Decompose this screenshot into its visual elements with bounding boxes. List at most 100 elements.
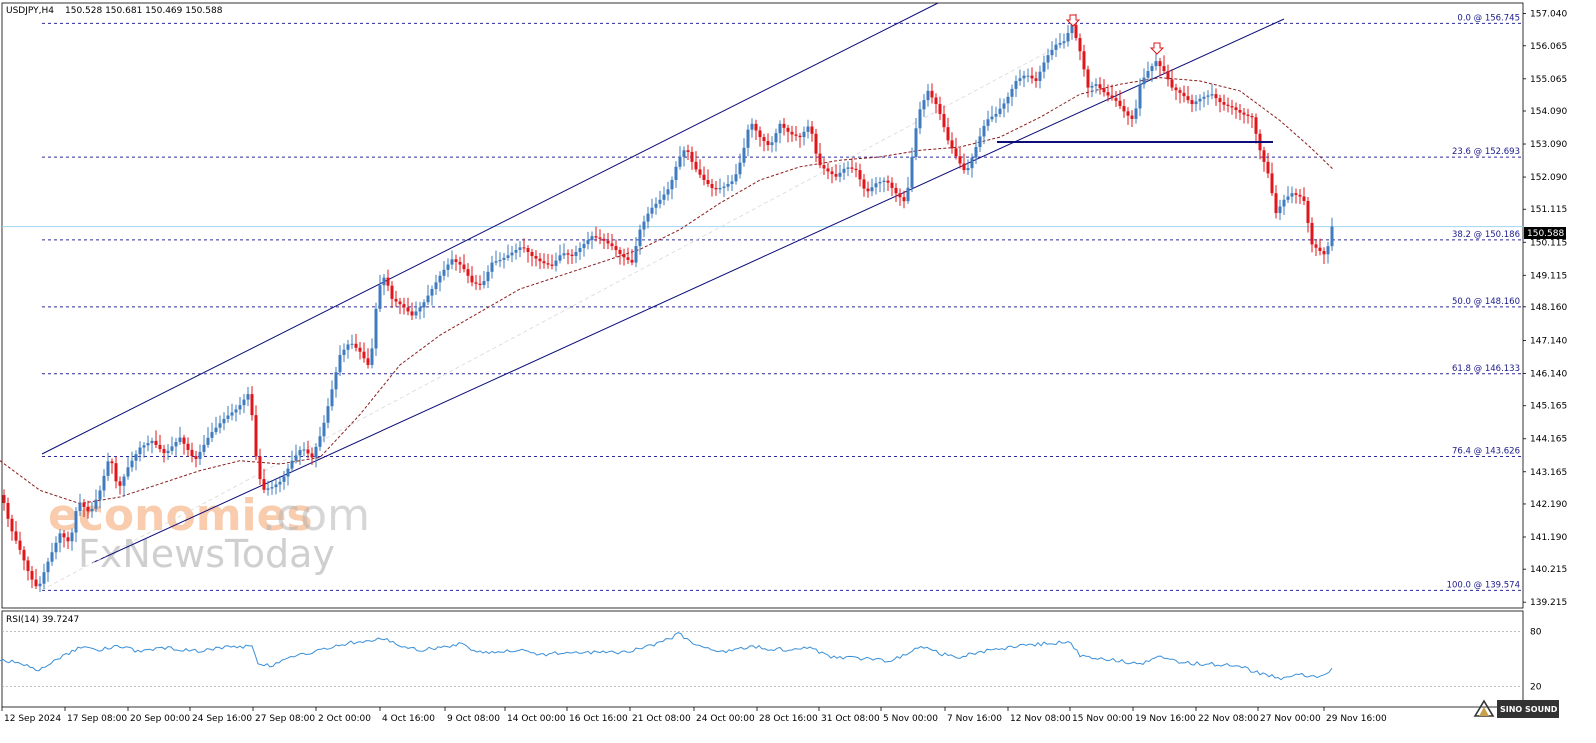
candle-body — [714, 187, 718, 190]
candle — [1162, 55, 1166, 74]
candle-body — [830, 171, 834, 175]
candle-body — [542, 261, 546, 264]
candle-body — [994, 113, 998, 117]
candle-body — [1238, 110, 1242, 113]
candle-body — [562, 253, 566, 256]
candle — [646, 206, 650, 229]
candle-body — [118, 481, 122, 486]
candle-body — [434, 282, 438, 289]
candle — [618, 247, 622, 265]
candle — [6, 497, 10, 528]
candle — [926, 83, 930, 107]
candle-body — [782, 123, 786, 128]
candle-body — [338, 355, 342, 373]
candle-body — [894, 187, 898, 194]
annotations[interactable] — [997, 14, 1273, 143]
rsi-axis-label: 20 — [1530, 683, 1542, 693]
time-axis-label: 7 Nov 16:00 — [947, 714, 1002, 724]
candle — [626, 247, 630, 264]
candle — [422, 299, 426, 319]
channel-upper-line[interactable] — [41, 2, 939, 455]
candle-body — [246, 394, 250, 400]
candle-body — [1226, 104, 1230, 107]
candle-body — [534, 255, 538, 259]
price-axis-label: 146.140 — [1530, 370, 1567, 380]
down-arrow-icon[interactable] — [1149, 42, 1165, 55]
time-axis-label: 12 Nov 08:00 — [1010, 714, 1071, 724]
candle — [882, 177, 886, 193]
candle-body — [522, 247, 526, 249]
candle — [474, 274, 478, 290]
candle-body — [106, 461, 110, 476]
candle — [1166, 64, 1170, 87]
price-axis-label: 156.065 — [1530, 42, 1567, 52]
candle — [166, 443, 170, 460]
candle-body — [410, 311, 414, 316]
candle-body — [50, 552, 54, 562]
candle — [514, 243, 518, 260]
candle-body — [198, 451, 202, 459]
candle-body — [322, 422, 326, 437]
candle — [486, 265, 490, 289]
candle-body — [1298, 194, 1302, 197]
candle-body — [626, 257, 630, 260]
candle — [342, 343, 346, 363]
candle — [710, 179, 714, 197]
candle-body — [1210, 94, 1214, 96]
candle — [946, 117, 950, 145]
candle-body — [982, 125, 986, 137]
candle — [454, 254, 458, 271]
candle — [98, 485, 102, 509]
candle-body — [730, 181, 734, 184]
candle — [578, 242, 582, 260]
candle-body — [518, 247, 522, 251]
candle — [674, 161, 678, 188]
candle-body — [210, 432, 214, 438]
candle — [1142, 68, 1146, 89]
time-axis-label: 14 Oct 00:00 — [507, 714, 566, 724]
candle-body — [114, 463, 118, 482]
candle-body — [366, 358, 370, 365]
candle — [974, 139, 978, 164]
fibonacci-levels[interactable]: 0.0 @ 156.745 23.6 @ 152.693 38.2 @ 150.18… — [42, 13, 1523, 591]
time-axis-label: 27 Sep 08:00 — [255, 714, 315, 724]
candle — [662, 186, 666, 206]
candlesticks — [2, 13, 1334, 593]
candle — [1138, 78, 1142, 117]
candle — [814, 128, 818, 163]
candle-body — [174, 441, 178, 447]
down-arrow-icon[interactable] — [1065, 14, 1081, 27]
candle — [918, 101, 922, 135]
candle-body — [694, 161, 698, 170]
candle — [654, 197, 658, 215]
candle-body — [606, 240, 610, 244]
candle-body — [86, 506, 90, 512]
channel-lower-line[interactable] — [91, 18, 1285, 564]
candle — [262, 468, 266, 494]
candle — [1210, 84, 1214, 100]
candle-body — [1262, 150, 1266, 162]
price-axis: 157.040 156.065 155.065 154.090 153.090 152.0… — [1523, 10, 1567, 693]
candle-body — [1162, 66, 1166, 72]
candle-body — [862, 179, 866, 189]
candle — [294, 444, 298, 464]
candle — [782, 117, 786, 136]
candle-body — [418, 307, 422, 312]
candle-body — [498, 259, 502, 262]
candle — [802, 126, 806, 146]
candle — [1266, 153, 1270, 179]
price-axis-label: 140.215 — [1530, 565, 1567, 575]
candle — [698, 159, 702, 179]
candle — [1278, 199, 1282, 221]
candle-body — [1002, 103, 1006, 109]
candle — [506, 244, 510, 261]
candle-body — [682, 150, 686, 157]
candle-body — [526, 248, 530, 253]
candle-body — [254, 415, 258, 457]
watermark-dotcom: .com — [262, 490, 370, 541]
trend-channel[interactable] — [41, 2, 1285, 591]
candle-body — [26, 560, 30, 571]
candle-body — [1302, 196, 1306, 201]
candle — [778, 120, 782, 144]
